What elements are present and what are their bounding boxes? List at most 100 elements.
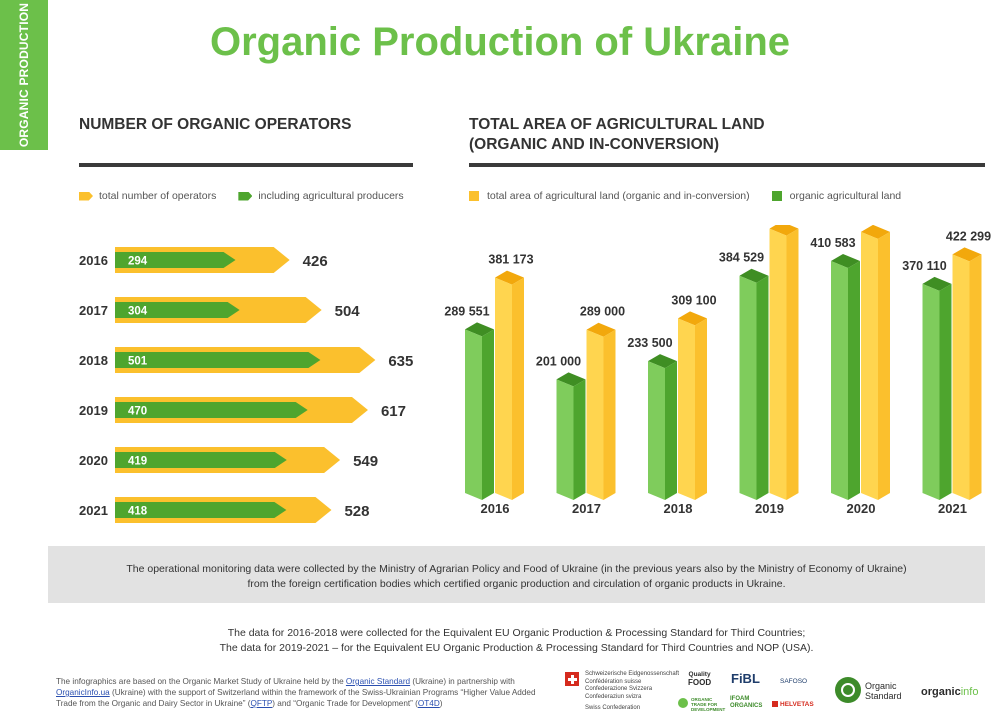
organic-standard-logo: Organic Standard xyxy=(865,681,902,701)
producers-bar xyxy=(115,252,236,268)
organic-land-value-label: 201 000 xyxy=(536,354,581,368)
organic-standard-icon xyxy=(835,677,861,703)
footer-text-part: (Ukraine) with the support of Switzerlan… xyxy=(56,688,536,708)
legend-item-total-operators: total number of operators xyxy=(79,190,216,202)
land-chart: 381 173 289 551 2016 289 000 201 000 2017 309 … xyxy=(444,225,991,516)
total-area-bar-front xyxy=(769,228,787,500)
organic-land-bar-top xyxy=(922,276,952,291)
land-title-line1: TOTAL AREA OF AGRICULTURAL LAND xyxy=(469,116,765,133)
year-label: 2020 xyxy=(847,501,876,516)
fibl-logo: FiBL xyxy=(731,671,760,686)
organic-land-bar-side xyxy=(482,329,494,500)
total-area-bar-top xyxy=(495,270,524,285)
quality-food-logo: Quality FOOD xyxy=(688,671,711,686)
organic-land-value-label: 370 110 xyxy=(902,259,947,273)
footer-text-part: ) xyxy=(439,699,443,708)
producers-value-label: 418 xyxy=(128,506,148,518)
swiss-line: Confederaziun svizra xyxy=(585,693,642,700)
organic-standard-line: Organic xyxy=(865,681,897,691)
ifoam-line: IFOAM xyxy=(730,696,750,702)
helvetas-logo: HELVETAS xyxy=(780,701,814,708)
operators-legend: total number of operators including agri… xyxy=(79,190,426,202)
legend-label: total number of operators xyxy=(99,190,217,202)
ot4d-line: TRADE FOR xyxy=(691,702,718,707)
swiss-flag-icon xyxy=(565,672,579,686)
legend-green-marker xyxy=(771,191,782,201)
organic-land-value-label: 233 500 xyxy=(627,336,672,350)
ot4d-link[interactable]: OT4D xyxy=(417,699,440,708)
organic-land-bar-top xyxy=(556,372,586,387)
legend-green-marker xyxy=(238,191,253,201)
year-label: 2021 xyxy=(79,503,108,518)
land-legend: total area of agricultural land (organic… xyxy=(469,190,923,202)
partner-logos: Schweizerische Eidgenossenschaft Confédé… xyxy=(565,668,995,712)
total-area-bar-top xyxy=(861,225,890,239)
legend-yellow-marker xyxy=(79,191,93,201)
total-operators-value-label: 528 xyxy=(344,503,369,520)
total-area-bar-front xyxy=(678,318,695,500)
legend-item-organic-land: organic agricultural land xyxy=(771,190,902,202)
swiss-confederation-text: Schweizerische Eidgenossenschaft Confédé… xyxy=(585,671,679,701)
organic-land-bar-front xyxy=(831,261,848,500)
quality-food-line: FOOD xyxy=(688,677,712,687)
data-note: The data for 2016-2018 were collected fo… xyxy=(48,626,985,655)
land-rule xyxy=(469,163,985,167)
total-operators-value-label: 504 xyxy=(335,303,361,320)
footer-text: The infographics are based on the Organi… xyxy=(56,676,546,709)
year-label: 2019 xyxy=(79,403,108,418)
year-label: 2017 xyxy=(79,303,108,318)
qftp-link[interactable]: QFTP xyxy=(250,699,273,708)
swiss-line: Confédération suisse xyxy=(585,678,642,685)
year-label: 2020 xyxy=(79,453,108,468)
year-label: 2017 xyxy=(572,501,601,516)
producers-value-label: 470 xyxy=(128,406,147,418)
swiss-line: Confederazione Svizzera xyxy=(585,686,653,692)
side-tab: ORGANIC PRODUCTION xyxy=(0,0,48,150)
total-operators-value-label: 426 xyxy=(303,253,328,270)
operators-chart: 2016 294 426 2017 304 504 2018 501 635 2019 470 617… xyxy=(79,247,413,523)
ifoam-logo: IFOAM ORGANICS xyxy=(730,696,762,710)
organicinfo-part: info xyxy=(960,686,979,698)
total-area-value-label: 381 173 xyxy=(488,253,533,267)
organic-land-value-label: 410 583 xyxy=(810,236,855,250)
legend-label: total area of agricultural land (organic… xyxy=(487,190,750,202)
year-label: 2018 xyxy=(664,501,693,516)
total-area-bar-top xyxy=(678,311,707,326)
organic-land-bar-front xyxy=(922,283,940,500)
total-area-bar-side xyxy=(969,254,982,500)
land-title-line2: (ORGANIC AND IN-CONVERSION) xyxy=(469,136,720,153)
organicinfo-link[interactable]: OrganicInfo.ua xyxy=(56,688,110,697)
legend-item-total-area: total area of agricultural land (organic… xyxy=(469,190,750,202)
total-area-bar-side xyxy=(786,228,799,500)
total-area-bar-side xyxy=(512,277,524,500)
organic-land-bar-top xyxy=(465,322,494,337)
note-line2: The data for 2019-2021 – for the Equival… xyxy=(219,641,814,654)
swiss-line: Schweizerische Eidgenossenschaft xyxy=(585,671,680,677)
helvetas-icon xyxy=(772,701,778,707)
total-area-bar-top xyxy=(769,225,799,236)
organic-standard-link[interactable]: Organic Standard xyxy=(345,677,411,686)
total-area-bar-front xyxy=(495,277,512,500)
producers-bar xyxy=(115,302,240,318)
organic-land-bar-side xyxy=(848,261,860,500)
land-title: TOTAL AREA OF AGRICULTURAL LAND (ORGANIC… xyxy=(469,115,765,155)
footer-text-part: The infographics are based on the Organi… xyxy=(56,677,346,686)
year-label: 2019 xyxy=(755,501,784,516)
legend-label: organic agricultural land xyxy=(789,190,902,202)
total-area-value-label: 289 000 xyxy=(580,305,625,319)
producers-bar xyxy=(115,402,308,418)
organicinfo-logo: organicinfo xyxy=(921,686,978,698)
producers-value-label: 419 xyxy=(128,456,147,468)
organic-land-bar-front xyxy=(648,361,665,500)
legend-label: including agricultural producers xyxy=(258,190,404,202)
operators-rule xyxy=(79,163,413,167)
ot4d-line: DEVELOPMENT xyxy=(691,707,726,712)
organic-land-bar-side xyxy=(756,275,769,500)
organic-land-bar-front xyxy=(465,329,482,500)
info-box: The operational monitoring data were col… xyxy=(48,546,985,603)
producers-value-label: 501 xyxy=(128,356,148,368)
organic-land-bar-top xyxy=(739,268,769,283)
organic-land-bar-side xyxy=(665,361,677,500)
year-label: 2016 xyxy=(79,253,108,268)
total-area-bar-top xyxy=(586,322,616,337)
